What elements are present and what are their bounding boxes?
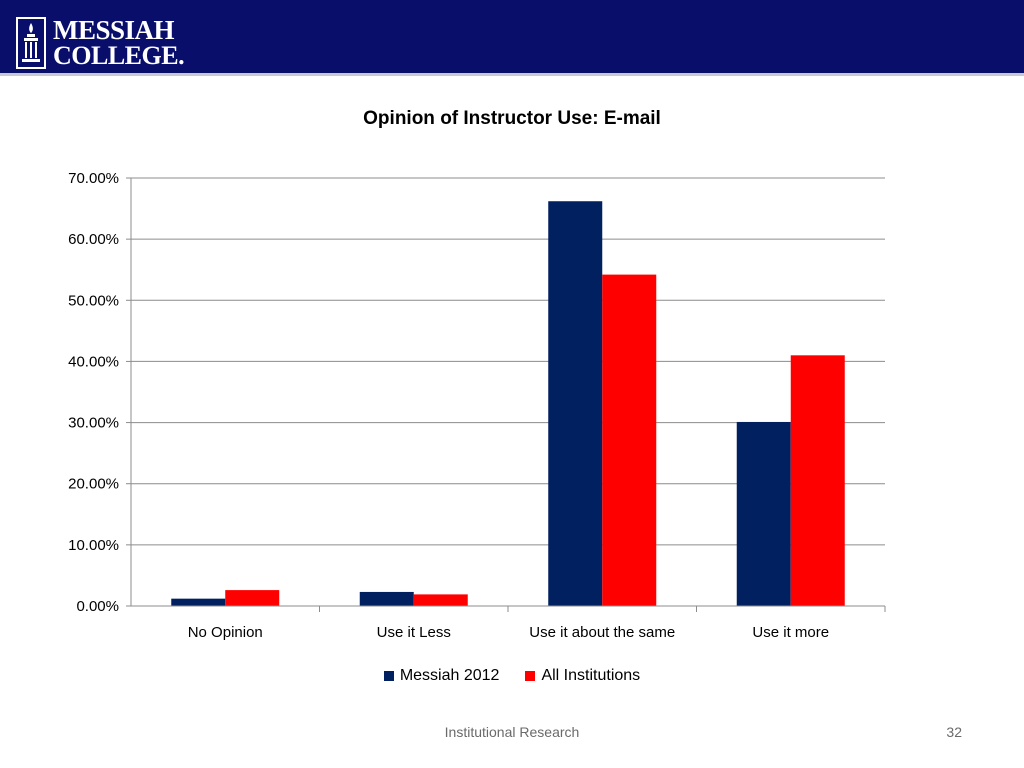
y-tick-label: 10.00%	[68, 537, 119, 554]
y-tick-label: 60.00%	[68, 231, 119, 248]
y-tick-label: 70.00%	[68, 170, 119, 187]
bar-series-2	[790, 355, 845, 606]
x-tick-label: Use it about the same	[529, 624, 675, 641]
y-tick-label: 30.00%	[68, 415, 119, 432]
y-tick-label: 40.00%	[68, 353, 119, 370]
logo-line-1: MESSIAH	[53, 15, 175, 45]
legend-swatch	[525, 671, 536, 681]
legend-item: Messiah 2012	[383, 667, 500, 685]
legend-item: All Institutions	[525, 667, 640, 685]
page-number: 32	[946, 724, 962, 740]
bar-series-1	[359, 591, 414, 606]
college-logo: MESSIAH COLLEGE.	[16, 15, 185, 70]
bar-series-1	[548, 201, 603, 606]
y-tick-label: 20.00%	[68, 476, 119, 493]
bar-layer	[171, 201, 845, 606]
legend-label: Messiah 2012	[399, 667, 500, 684]
logo-emblem-icon	[16, 17, 46, 69]
x-tick-label: No Opinion	[188, 624, 263, 641]
bar-series-2	[602, 274, 657, 606]
chart-title: Opinion of Instructor Use: E-mail	[363, 108, 661, 129]
bar-series-1	[736, 421, 791, 606]
bar-series-1	[171, 598, 226, 606]
footer-text: Institutional Research	[444, 724, 580, 740]
legend-label: All Institutions	[541, 667, 641, 684]
chart-legend: Messiah 2012 All Institutions	[0, 667, 1024, 685]
logo-wordmark: MESSIAH COLLEGE.	[53, 15, 185, 70]
bar-series-2	[225, 590, 280, 606]
logo-line-2: COLLEGE.	[53, 41, 185, 70]
legend-swatch	[383, 671, 394, 681]
header-banner: MESSIAH COLLEGE.	[0, 0, 1024, 76]
bar-series-2	[413, 594, 468, 606]
y-tick-label: 50.00%	[68, 292, 119, 309]
y-tick-label: 0.00%	[76, 598, 119, 615]
x-tick-label: Use it Less	[377, 624, 451, 641]
axis-layer	[126, 177, 886, 612]
label-layer: 0.00% 10.00% 20.00% 30.00% 40.00% 50.00% 60.00…	[68, 170, 829, 641]
x-tick-label: Use it more	[752, 624, 829, 641]
